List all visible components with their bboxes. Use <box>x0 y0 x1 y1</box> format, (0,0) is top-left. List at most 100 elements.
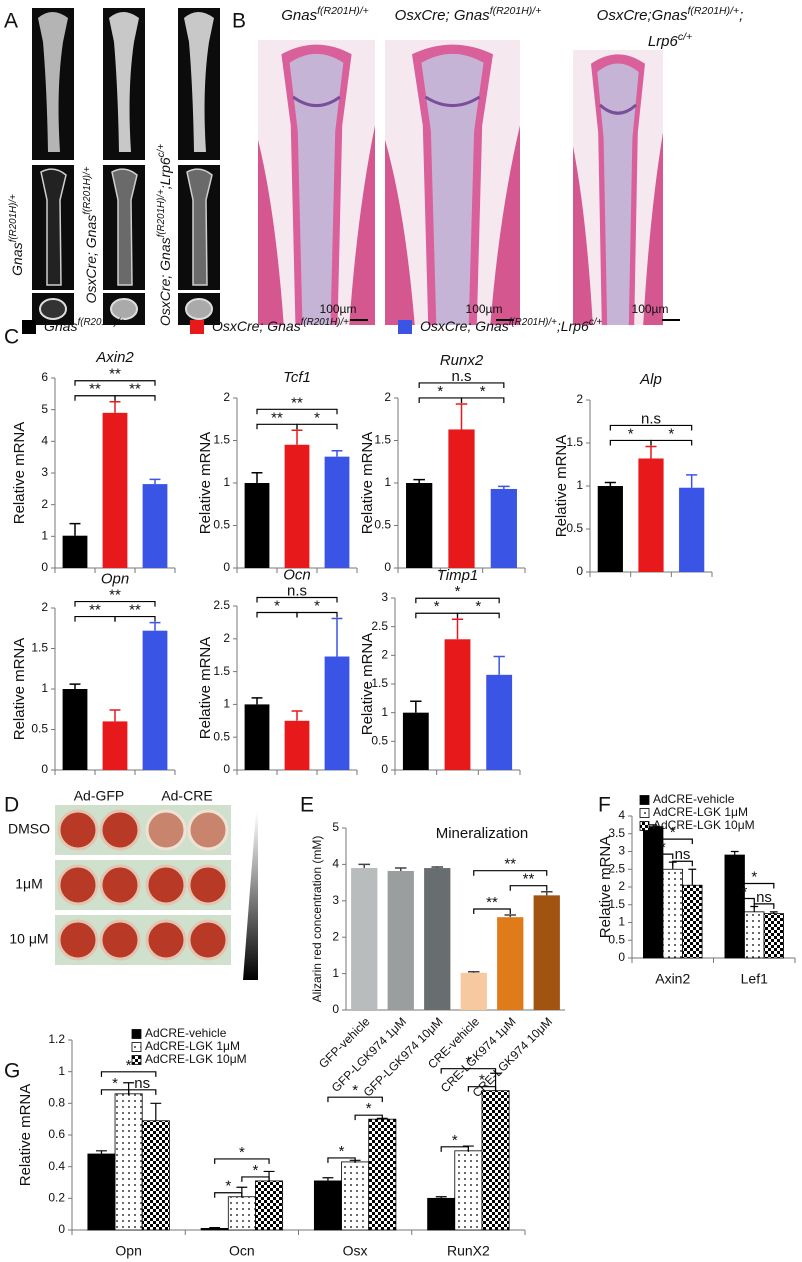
well <box>57 809 99 851</box>
image-caption: Gnasf(R201H)/+ <box>281 5 369 24</box>
superscript: f(R201H)/+ <box>8 194 19 242</box>
bar <box>427 1197 456 1231</box>
y-tick-label: 1 <box>223 697 230 711</box>
significance-bracket <box>440 1068 497 1074</box>
y-tick-label: 3 <box>381 590 388 604</box>
y-tick-label: 2 <box>618 879 625 893</box>
significance-label: ** <box>129 381 141 398</box>
y-tick-label: 2 <box>384 390 391 404</box>
bar <box>454 1150 483 1231</box>
y-axis-label: Relative mRNA <box>197 432 214 535</box>
y-tick-label: 2 <box>41 497 48 511</box>
bar <box>244 483 270 568</box>
bar <box>387 870 414 1010</box>
legend-label: AdCRE-vehicle <box>653 792 735 806</box>
y-tick-label: 0 <box>41 560 48 574</box>
text-part: ;Lrp6 <box>157 157 173 189</box>
column-label: Ad-GFP <box>74 788 125 804</box>
significance-label: ** <box>486 894 498 911</box>
significance-label: * <box>480 383 486 400</box>
bone-section <box>186 168 213 286</box>
image-caption: Lrp6c/+ <box>648 31 692 50</box>
y-tick-label: 0 <box>223 560 230 574</box>
y-tick-label: 0 <box>58 1222 65 1236</box>
y-tick-label: 0 <box>223 762 230 776</box>
significance-bracket <box>74 380 156 386</box>
significance-bracket <box>256 408 338 415</box>
superscript: f(R201H)/+ <box>317 5 369 17</box>
error-bar <box>493 655 505 675</box>
error-bar <box>251 472 263 483</box>
y-axis-label: Alizarin red concentration (mM) <box>310 836 324 1003</box>
error-bar <box>149 478 161 485</box>
error-bar <box>504 914 517 918</box>
panel-label: B <box>232 10 246 33</box>
significance-label: * <box>452 1132 458 1149</box>
significance-label: n.s <box>641 410 661 427</box>
y-tick-label: 3 <box>618 844 625 858</box>
significance-bracket <box>473 870 548 876</box>
y-tick-label: 1 <box>223 475 230 489</box>
error-bar <box>431 866 444 869</box>
error-bar <box>96 1150 107 1154</box>
y-tick-label: 1 <box>332 966 339 980</box>
text-part: OsxCre; Gnas <box>212 318 301 334</box>
y-tick-label: 1.5 <box>213 664 230 678</box>
y-tick-label: 0.5 <box>31 722 48 736</box>
genotype-label: Gnasf(R201H)/+ <box>8 194 25 276</box>
bar <box>142 630 168 770</box>
x-tick-label: Lef1 <box>741 971 768 987</box>
error-bar <box>467 971 480 973</box>
bar <box>682 884 703 959</box>
significance-bracket <box>460 397 505 403</box>
bone-cross-section <box>39 298 67 320</box>
y-tick-label: 0 <box>618 950 625 964</box>
text-part: Gnas <box>44 318 77 334</box>
bar <box>351 868 378 1010</box>
y-tick-label: 1.5 <box>213 433 230 447</box>
chart-title: Runx2 <box>440 352 484 369</box>
error-bar <box>413 478 425 483</box>
y-tick-label: 1 <box>381 705 388 719</box>
significance-bracket <box>241 1176 270 1182</box>
significance-label: * <box>434 598 440 615</box>
text-part: Gnas <box>9 242 25 275</box>
well <box>145 809 187 851</box>
significance-label: ** <box>523 871 535 888</box>
y-tick-label: 2 <box>41 600 48 614</box>
bone-section <box>111 168 138 286</box>
bar <box>497 917 524 1010</box>
bar <box>460 972 487 1010</box>
significance-label: * <box>670 824 676 841</box>
significance-label: * <box>352 1082 358 1099</box>
superscript: c/+ <box>589 317 603 328</box>
error-bar <box>291 429 303 445</box>
error-bar <box>410 700 422 713</box>
bar <box>368 1118 397 1231</box>
y-tick-label: 2 <box>332 929 339 943</box>
well <box>57 919 99 961</box>
significance-bracket <box>509 885 548 891</box>
y-tick-label: 0.5 <box>608 932 625 946</box>
superscript: f(R201H)/+ <box>82 166 93 214</box>
y-tick-label: 1.5 <box>566 435 583 449</box>
significance-label: * <box>437 383 443 400</box>
well <box>187 919 229 961</box>
significance-bracket <box>467 1086 497 1092</box>
well <box>145 919 187 961</box>
significance-label: * <box>742 883 748 900</box>
legend-label: OsxCre; Gnasf(R201H)/+;Lrp6c/+ <box>420 317 602 334</box>
soft-tissue <box>258 125 375 325</box>
significance-bracket <box>734 897 755 904</box>
text-part: OsxCre; Gnas <box>420 318 509 334</box>
bar <box>142 484 168 568</box>
significance-label: * <box>465 1054 471 1071</box>
well <box>145 864 187 906</box>
bar <box>284 720 310 770</box>
bar <box>481 1090 510 1231</box>
legend-swatch <box>639 808 650 818</box>
bar <box>114 1093 143 1231</box>
significance-label: * <box>366 1100 372 1117</box>
y-tick-label: 3.5 <box>608 826 625 840</box>
